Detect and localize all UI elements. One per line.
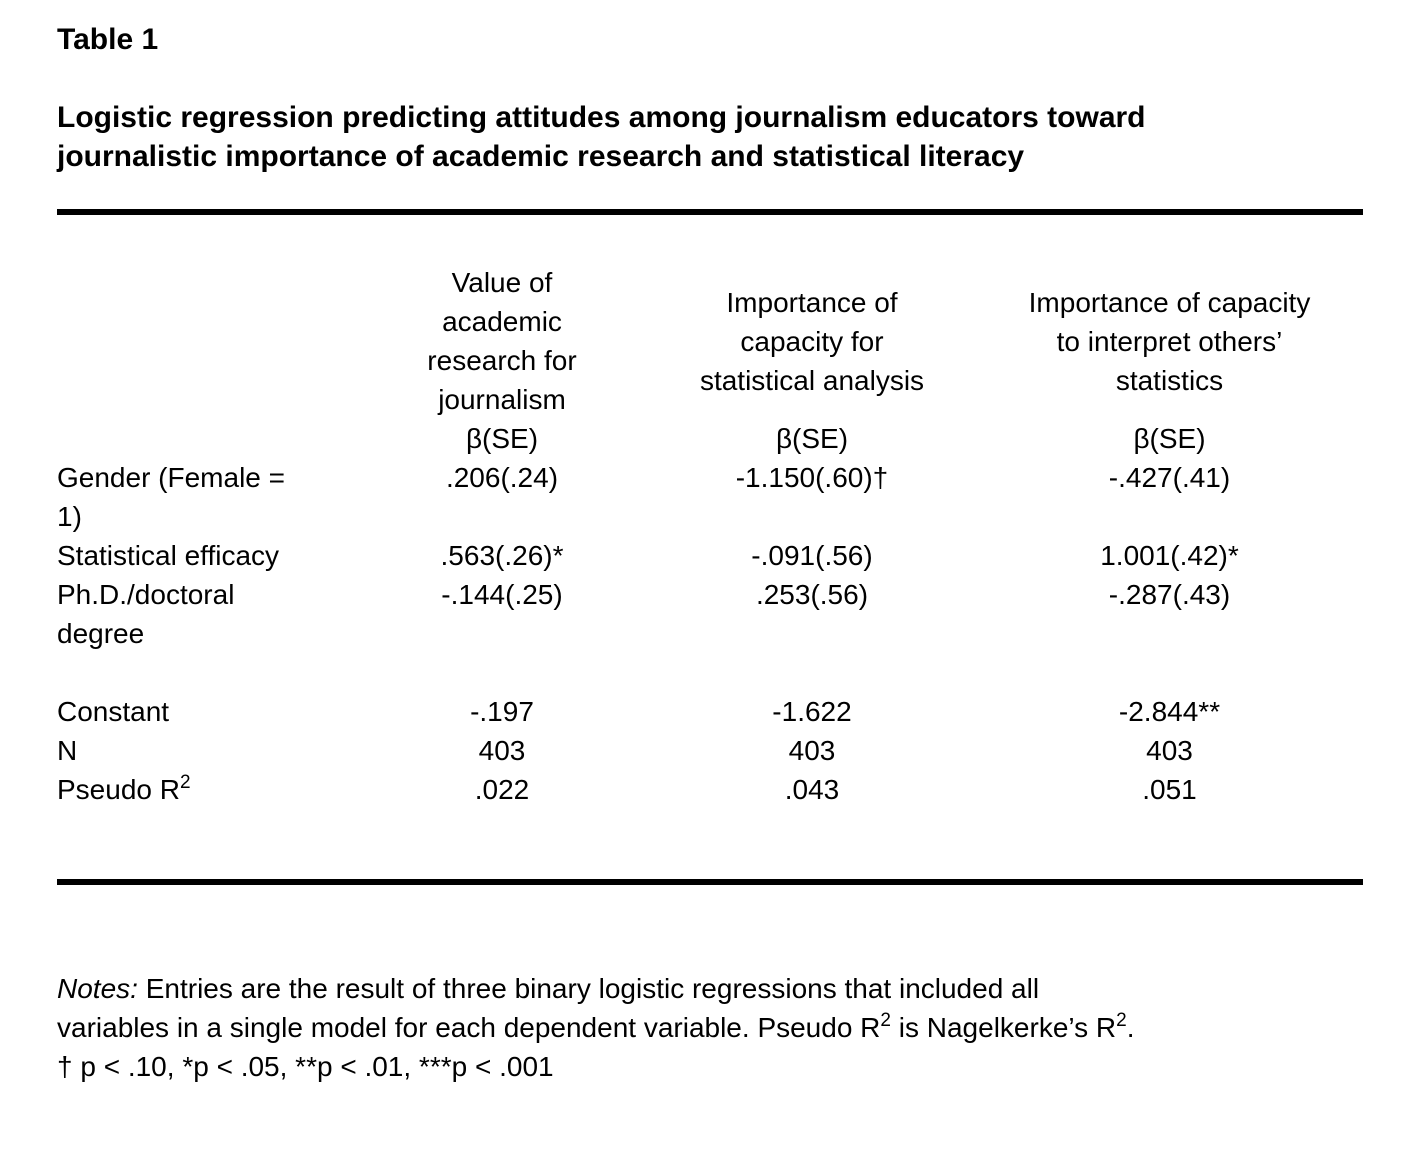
column-headers-row: Value of academic research for journalis… [57, 263, 1362, 419]
notes-line2-part2: is Nagelkerke’s R [890, 1012, 1117, 1043]
table-row-phd-doctoral-degree: Ph.D./doctoral degree -.144(.25) .253(.5… [57, 575, 1362, 653]
spacer-cell [57, 653, 1362, 692]
row-label-n: N [57, 735, 78, 766]
row-label-phd-doctoral-degree: Ph.D./doctoral degree [57, 579, 235, 649]
n-value-col2: 403 [788, 735, 836, 766]
beta-se-col2: β(SE) [775, 423, 849, 454]
statistical-efficacy-value-col1: .563(.26)* [440, 540, 564, 571]
constant-value-col2: -1.622 [772, 696, 852, 727]
row-label-statistical-efficacy: Statistical efficacy [57, 540, 280, 571]
column-header-importance-capacity-statistical-analysis: Importance of capacity for statistical a… [699, 286, 925, 396]
table-number-label: Table 1 [57, 23, 159, 56]
constant-value-col3: -2.844** [1118, 696, 1221, 727]
statistical-efficacy-value-col2: -.091(.56) [751, 540, 873, 571]
table-title-line-2: journalistic importance of academic rese… [57, 140, 1025, 173]
notes-line2-sup1: 2 [880, 1010, 891, 1031]
beta-se-row: β(SE) β(SE) β(SE) [57, 419, 1362, 458]
table-title-line-1: Logistic regression predicting attitudes… [57, 101, 1146, 134]
n-value-col1: 403 [478, 735, 526, 766]
notes-line-1: Notes: Entries are the result of three b… [57, 969, 1362, 1008]
table-row-gender: Gender (Female = 1) .206(.24) -1.150(.60… [57, 458, 1362, 536]
column-header-value-of-academic-research: Value of academic research for journalis… [427, 267, 577, 415]
notes-line1-text: Entries are the result of three binary l… [137, 973, 1040, 1004]
bottom-rule [57, 879, 1363, 885]
top-rule [57, 209, 1363, 215]
row-label-pseudo-r2: Pseudo R2 [57, 770, 357, 809]
table-row-n: N 403 403 403 [57, 731, 1362, 770]
phd-value-col1: -.144(.25) [441, 579, 563, 610]
notes-significance-line: † p < .10, *p < .05, **p < .01, ***p < .… [57, 1051, 554, 1082]
beta-se-col1: β(SE) [465, 423, 539, 454]
notes-line2-part3: . [1126, 1012, 1135, 1043]
table-row-pseudo-r2: Pseudo R2 .022 .043 .051 [57, 770, 1362, 809]
table-title: Logistic regression predicting attitudes… [57, 98, 1362, 176]
column-header-importance-capacity-interpret-statistics: Importance of capacity to interpret othe… [1028, 286, 1311, 396]
gender-value-col3: -.427(.41) [1108, 462, 1231, 493]
beta-se-col3: β(SE) [1133, 423, 1206, 454]
gender-value-col1: .206(.24) [445, 462, 559, 493]
constant-value-col1: -.197 [470, 696, 534, 727]
phd-value-col2: .253(.56) [755, 579, 869, 610]
row-label-constant: Constant [57, 696, 170, 727]
notes-line2-part1: variables in a single model for each dep… [57, 1012, 881, 1043]
table-notes: Notes: Entries are the result of three b… [57, 969, 1362, 1086]
notes-label: Notes: [57, 973, 138, 1004]
spacer-row [57, 653, 1362, 692]
pseudo-r2-value-col3: .051 [1142, 774, 1197, 805]
n-value-col3: 403 [1146, 735, 1193, 766]
pseudo-r-label-text: Pseudo R [57, 774, 180, 805]
notes-line-2: variables in a single model for each dep… [57, 1008, 1362, 1047]
gender-value-col2: -1.150(.60)† [735, 462, 889, 493]
table-row-constant: Constant -.197 -1.622 -2.844** [57, 692, 1362, 731]
empty-beta-cell [57, 419, 357, 458]
notes-line2-sup2: 2 [1116, 1010, 1127, 1031]
pseudo-r2-value-col2: .043 [784, 774, 840, 805]
phd-value-col3: -.287(.43) [1108, 579, 1231, 610]
pseudo-r2-value-col1: .022 [474, 774, 530, 805]
table-row-statistical-efficacy: Statistical efficacy .563(.26)* -.091(.5… [57, 536, 1362, 575]
pseudo-r-superscript: 2 [179, 772, 191, 793]
empty-header-cell [57, 263, 357, 419]
regression-table: Value of academic research for journalis… [57, 263, 1362, 809]
row-label-gender: Gender (Female = 1) [57, 462, 285, 532]
statistical-efficacy-value-col3: 1.001(.42)* [1100, 540, 1239, 571]
